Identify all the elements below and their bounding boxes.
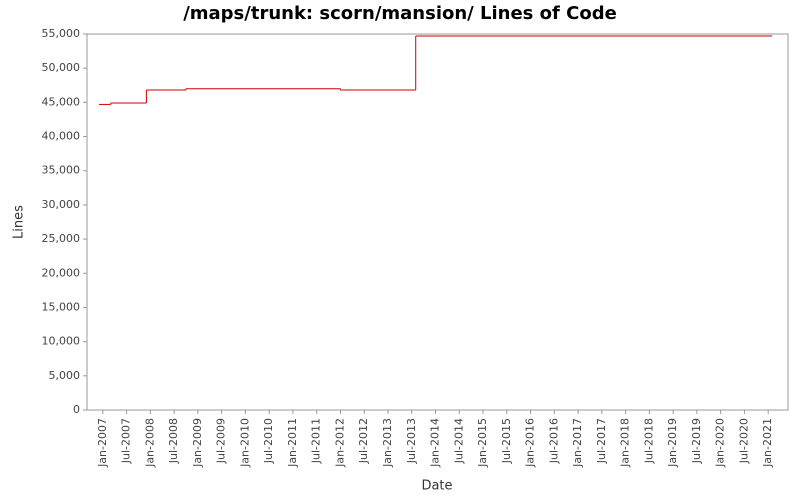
x-tick-label: Jan-2011: [286, 418, 299, 468]
x-tick-label: Jul-2009: [215, 418, 228, 464]
x-tick-label: Jan-2014: [429, 418, 442, 468]
x-tick-label: Jan-2015: [476, 418, 489, 468]
x-tick-label: Jul-2017: [595, 418, 608, 464]
x-tick-label: Jul-2019: [690, 418, 703, 464]
y-tick-label: 5,000: [49, 369, 81, 382]
x-tick-label: Jul-2014: [452, 418, 465, 464]
x-tick-label: Jul-2016: [547, 418, 560, 464]
x-tick-label: Jan-2013: [381, 418, 394, 468]
x-tick-label: Jul-2008: [167, 418, 180, 464]
x-tick-label: Jul-2012: [357, 418, 370, 464]
x-tick-label: Jan-2009: [191, 418, 204, 468]
y-tick-label: 15,000: [42, 300, 81, 313]
x-tick-label: Jan-2010: [238, 418, 251, 468]
x-tick-label: Jan-2017: [571, 418, 584, 468]
x-tick-label: Jan-2019: [666, 418, 679, 468]
x-tick-label: Jan-2016: [524, 418, 537, 468]
x-tick-label: Jul-2020: [737, 418, 750, 464]
x-tick-label: Jan-2020: [714, 418, 727, 468]
y-tick-label: 10,000: [42, 335, 81, 348]
x-tick-label: Jul-2007: [120, 418, 133, 464]
y-tick-label: 0: [73, 403, 80, 416]
x-tick-label: Jul-2013: [405, 418, 418, 464]
y-axis-title: Lines: [12, 205, 27, 239]
y-tick-label: 35,000: [42, 164, 81, 177]
x-tick-label: Jan-2012: [333, 418, 346, 468]
x-tick-label: Jan-2021: [761, 418, 774, 468]
x-tick-label: Jul-2018: [642, 418, 655, 464]
x-tick-label: Jan-2007: [96, 418, 109, 468]
y-tick-label: 50,000: [42, 61, 81, 74]
x-tick-label: Jul-2011: [310, 418, 323, 464]
y-tick-label: 25,000: [42, 232, 81, 245]
y-tick-label: 45,000: [42, 95, 81, 108]
x-tick-label: Jan-2008: [143, 418, 156, 468]
y-tick-label: 40,000: [42, 130, 81, 143]
plot-area: [86, 33, 789, 411]
x-tick-label: Jan-2018: [619, 418, 632, 468]
chart-title: /maps/trunk: scorn/mansion/ Lines of Cod…: [183, 3, 617, 24]
y-tick-label: 20,000: [42, 266, 81, 279]
y-tick-label: 55,000: [42, 27, 81, 40]
x-axis-title: Date: [421, 479, 452, 494]
y-tick-label: 30,000: [42, 198, 81, 211]
x-tick-label: Jul-2010: [262, 418, 275, 464]
x-tick-label: Jul-2015: [500, 418, 513, 464]
